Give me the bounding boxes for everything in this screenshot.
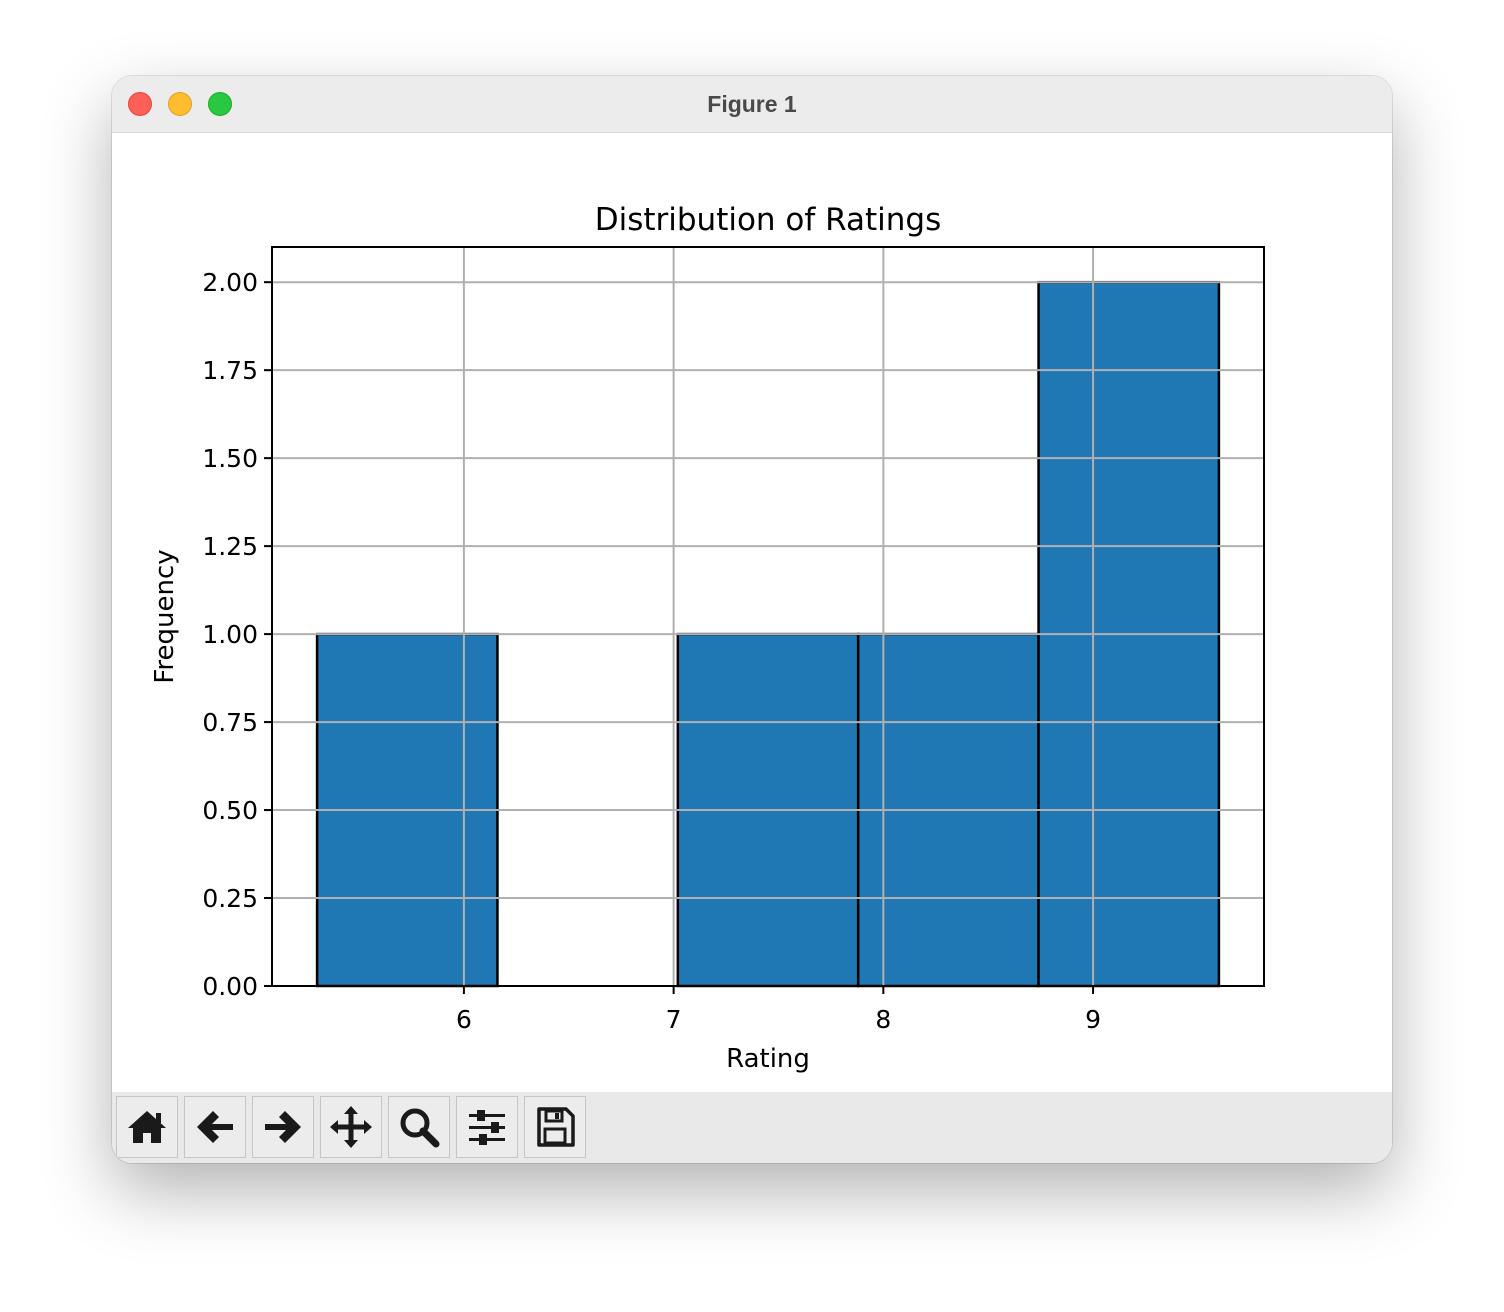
y-tick-label: 0.00 xyxy=(202,972,258,1001)
window-title: Figure 1 xyxy=(707,91,797,117)
chart-title: Distribution of Ratings xyxy=(595,202,942,238)
y-tick-label: 2.00 xyxy=(202,268,258,297)
y-tick-label: 1.50 xyxy=(202,444,258,473)
configure-subplots-button[interactable] xyxy=(456,1096,518,1158)
x-tick-label: 6 xyxy=(456,1005,472,1034)
axis-ticks: 6 7 8 9 0.00 0.25 0.50 0.75 1.00 1.25 1.50 1.75 2.00 xyxy=(202,268,1101,1034)
zoom-button[interactable] xyxy=(388,1096,450,1158)
sliders-icon xyxy=(469,1110,505,1145)
histogram-chart: 6 7 8 9 0.00 0.25 0.50 0.75 1.00 1.25 1.50 1.75 2.00… xyxy=(150,202,1265,1074)
y-axis-label: Frequency xyxy=(150,549,180,683)
title-bar: Figure 1 xyxy=(112,76,1392,133)
arrow-right-icon xyxy=(265,1111,301,1143)
histogram-bars xyxy=(272,247,1264,988)
y-tick-label: 1.00 xyxy=(202,620,258,649)
magnifier-icon xyxy=(400,1108,440,1148)
figure-window: Figure 1 6 7 8 9 0.00 0.25 0.50 0.75 1.00 1.25 1.5… xyxy=(112,76,1392,1163)
y-tick-label: 0.25 xyxy=(202,884,258,913)
navigation-toolbar xyxy=(112,1092,1392,1163)
y-tick-label: 1.25 xyxy=(202,532,258,561)
close-button[interactable] xyxy=(128,92,152,116)
floppy-disk-icon xyxy=(537,1107,575,1147)
x-tick-label: 7 xyxy=(666,1005,682,1034)
figure-canvas[interactable]: 6 7 8 9 0.00 0.25 0.50 0.75 1.00 1.25 1.50 1.75 2.00… xyxy=(112,133,1392,1091)
move-icon xyxy=(330,1106,372,1148)
y-tick-label: 1.75 xyxy=(202,356,258,385)
back-button[interactable] xyxy=(184,1096,246,1158)
x-axis-label: Rating xyxy=(726,1044,810,1074)
save-button[interactable] xyxy=(524,1096,586,1158)
y-tick-label: 0.75 xyxy=(202,708,258,737)
y-tick-label: 0.50 xyxy=(202,796,258,825)
arrow-left-icon xyxy=(197,1111,233,1143)
forward-button[interactable] xyxy=(252,1096,314,1158)
minimize-button[interactable] xyxy=(168,92,192,116)
x-tick-label: 9 xyxy=(1085,1005,1101,1034)
home-icon xyxy=(128,1111,166,1143)
x-tick-label: 8 xyxy=(875,1005,891,1034)
zoom-window-button[interactable] xyxy=(208,92,232,116)
axes-frame xyxy=(271,246,1265,987)
home-button[interactable] xyxy=(116,1096,178,1158)
pan-button[interactable] xyxy=(320,1096,382,1158)
